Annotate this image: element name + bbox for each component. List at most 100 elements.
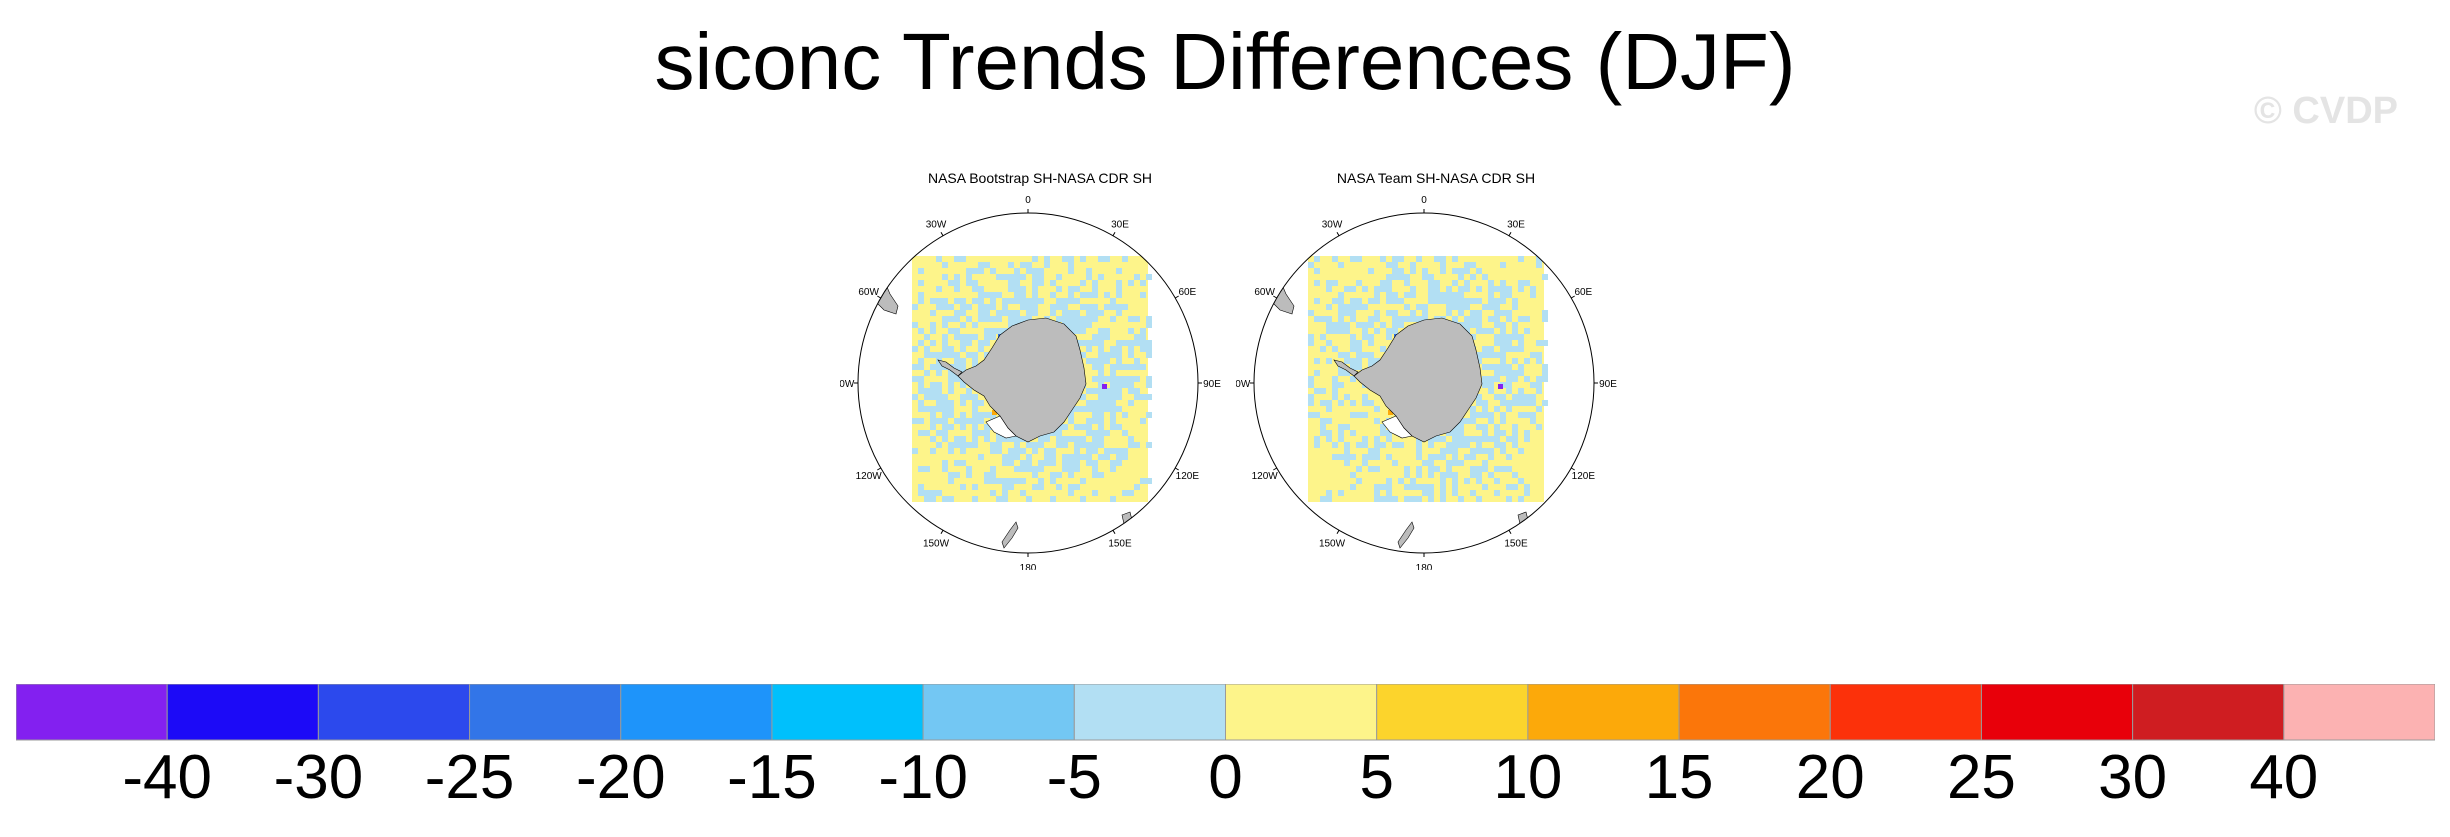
grid-cell [942, 298, 948, 304]
grid-cell [1500, 322, 1506, 328]
grid-cell [1494, 286, 1500, 292]
grid-cell [1002, 484, 1008, 490]
longitude-label: 120E [1572, 471, 1596, 482]
grid-cell [1494, 334, 1500, 340]
grid-cell [1464, 268, 1470, 274]
grid-cell [1518, 478, 1524, 484]
grid-cell [1458, 460, 1464, 466]
grid-cell [1398, 322, 1404, 328]
grid-cell [918, 364, 924, 370]
grid-cell [1338, 316, 1344, 322]
grid-cell [1530, 412, 1536, 418]
grid-cell [1446, 448, 1452, 454]
grid-cell [1086, 340, 1092, 346]
grid-cell [1320, 334, 1326, 340]
grid-cell [1098, 352, 1104, 358]
grid-cell [1494, 340, 1500, 346]
grid-cell [1014, 268, 1020, 274]
grid-cell [1344, 394, 1350, 400]
grid-cell [1074, 454, 1080, 460]
grid-cell [972, 418, 978, 424]
grid-cell [1470, 274, 1476, 280]
grid-cell [1308, 340, 1314, 346]
grid-cell [918, 376, 924, 382]
colorbar-label: -30 [274, 743, 364, 804]
grid-cell [1344, 286, 1350, 292]
grid-cell [1464, 454, 1470, 460]
grid-cell [1524, 484, 1530, 490]
grid-cell [1080, 406, 1086, 412]
grid-cell [1512, 328, 1518, 334]
grid-cell [918, 406, 924, 412]
grid-cell [1380, 484, 1386, 490]
grid-cell [996, 292, 1002, 298]
grid-cell [1044, 448, 1050, 454]
grid-cell [1422, 460, 1428, 466]
grid-cell [960, 460, 966, 466]
grid-cell [1434, 292, 1440, 298]
grid-cell [990, 472, 996, 478]
grid-cell [966, 340, 972, 346]
grid-cell [1050, 478, 1056, 484]
grid-cell [990, 292, 996, 298]
grid-cell [930, 328, 936, 334]
grid-cell [1332, 382, 1338, 388]
grid-cell [1446, 304, 1452, 310]
grid-cell [936, 418, 942, 424]
grid-cell [1026, 298, 1032, 304]
grid-cell [1116, 346, 1122, 352]
grid-cell [1344, 358, 1350, 364]
grid-cell [1464, 322, 1470, 328]
grid-cell [972, 280, 978, 286]
grid-cell [990, 328, 996, 334]
grid-cell [1380, 442, 1386, 448]
grid-cell [1392, 322, 1398, 328]
grid-cell [1356, 298, 1362, 304]
grid-cell [1098, 256, 1104, 262]
grid-cell [1326, 328, 1332, 334]
grid-cell [960, 424, 966, 430]
longitude-label: 0 [1025, 195, 1031, 206]
grid-cell [1128, 328, 1134, 334]
grid-cell [1476, 448, 1482, 454]
grid-cell [1488, 298, 1494, 304]
grid-cell [1488, 346, 1494, 352]
grid-cell [924, 406, 930, 412]
grid-cell [960, 484, 966, 490]
grid-cell [918, 430, 924, 436]
grid-cell [1500, 412, 1506, 418]
grid-cell [1092, 334, 1098, 340]
grid-cell [1146, 316, 1152, 322]
grid-cell [1080, 352, 1086, 358]
grid-cell [1092, 286, 1098, 292]
grid-cell [1314, 436, 1320, 442]
grid-cell [942, 406, 948, 412]
grid-cell [1098, 454, 1104, 460]
grid-cell [966, 472, 972, 478]
grid-cell [930, 424, 936, 430]
grid-cell [978, 400, 984, 406]
grid-cell [1104, 334, 1110, 340]
grid-cell [996, 436, 1002, 442]
grid-cell [1056, 484, 1062, 490]
grid-cell [924, 352, 930, 358]
grid-cell [1128, 400, 1134, 406]
grid-cell [996, 478, 1002, 484]
grid-cell [1110, 382, 1116, 388]
grid-cell [1428, 292, 1434, 298]
grid-cell [1542, 400, 1548, 406]
grid-cell [1008, 478, 1014, 484]
grid-cell [948, 478, 954, 484]
panel-title: NASA Bootstrap SH-NASA CDR SH [927, 170, 1153, 186]
grid-cell [1314, 268, 1320, 274]
grid-cell [1488, 292, 1494, 298]
longitude-tick [940, 529, 944, 534]
grid-cell [942, 424, 948, 430]
grid-cell [1356, 478, 1362, 484]
grid-cell [1518, 364, 1524, 370]
grid-cell [1500, 442, 1506, 448]
grid-cell [1530, 286, 1536, 292]
grid-cell [960, 412, 966, 418]
grid-cell [1074, 322, 1080, 328]
grid-cell [1338, 490, 1344, 496]
